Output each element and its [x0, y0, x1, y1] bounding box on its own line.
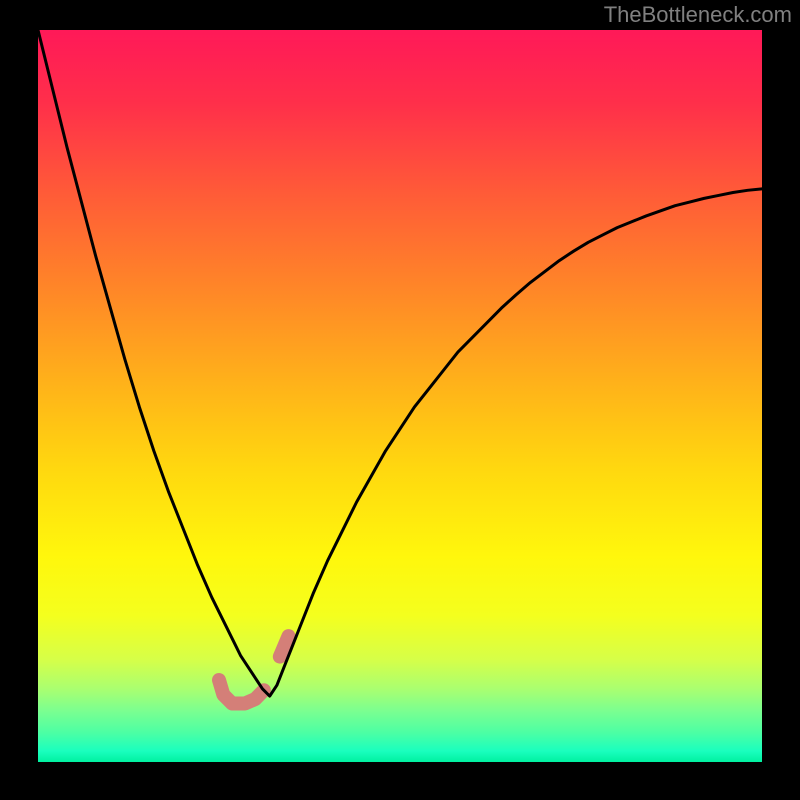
watermark-label: TheBottleneck.com: [604, 2, 792, 28]
highlight-segment-1: [280, 636, 289, 656]
chart-background: [38, 30, 762, 762]
chart-frame: TheBottleneck.com: [0, 0, 800, 800]
chart-svg: [38, 30, 762, 762]
bottleneck-curve-chart: [38, 30, 762, 762]
